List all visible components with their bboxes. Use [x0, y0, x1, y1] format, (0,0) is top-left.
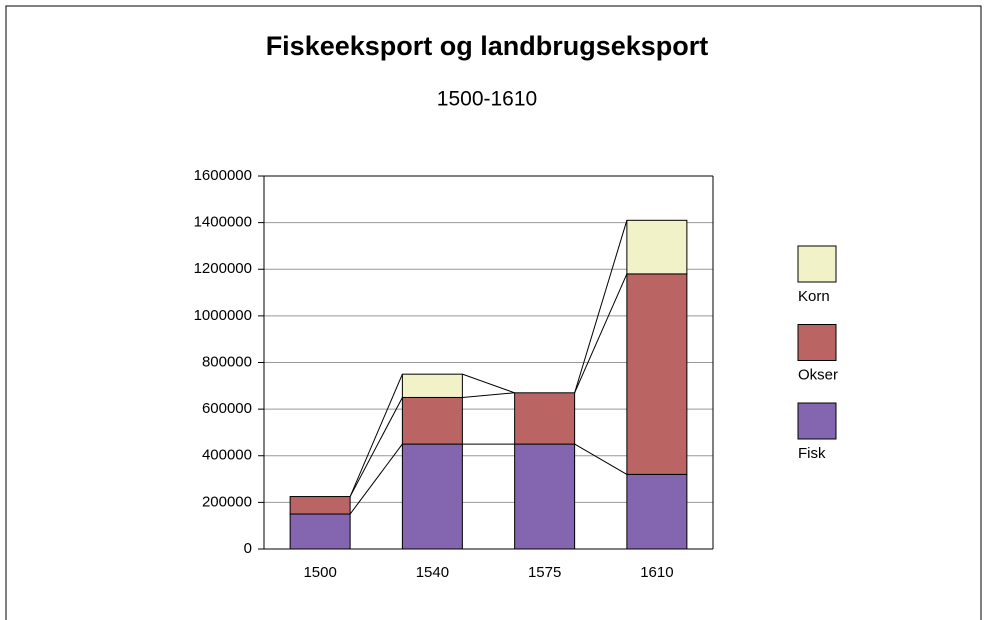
- connector-line: [349, 373, 403, 497]
- connector-line: [349, 397, 403, 497]
- bar-segment: [401, 396, 463, 445]
- bar-segment: [626, 219, 688, 275]
- legend-swatch: [797, 324, 837, 361]
- x-tick-label: 1575: [528, 564, 561, 581]
- connector-line: [349, 443, 403, 515]
- x-tick-label: 1610: [640, 564, 673, 581]
- bar-segment: [401, 373, 463, 398]
- bar-segment: [514, 392, 576, 445]
- y-tick-label: 1000000: [194, 307, 252, 324]
- connector-line: [574, 443, 628, 475]
- bar-segment: [289, 513, 351, 550]
- y-tick-label: 1200000: [194, 260, 252, 277]
- connector-line: [462, 392, 515, 398]
- y-tick-label: 600000: [202, 400, 252, 417]
- bar-segment: [514, 443, 576, 550]
- y-tick-label: 800000: [202, 353, 252, 370]
- y-tick-label: 1600000: [194, 167, 252, 184]
- y-tick-label: 400000: [202, 447, 252, 464]
- bar-segment: [626, 273, 688, 475]
- legend-label: Fisk: [798, 445, 826, 462]
- chart-subtitle: 1500-1610: [437, 88, 537, 111]
- bar-segment: [626, 473, 688, 550]
- legend-swatch: [797, 402, 837, 440]
- frame: [5, 5, 982, 620]
- legend-swatch: [797, 245, 837, 283]
- x-tick-label: 1540: [416, 564, 449, 581]
- y-tick-label: 1400000: [194, 214, 252, 231]
- connector-line: [574, 273, 628, 394]
- connector-line: [462, 373, 515, 394]
- y-tick-label: 0: [244, 540, 252, 557]
- bar-segment: [401, 443, 463, 550]
- bar-segment: [289, 496, 351, 515]
- x-tick-label: 1500: [303, 564, 336, 581]
- connector-line: [574, 220, 628, 393]
- y-tick-label: 200000: [202, 493, 252, 510]
- legend-label: Korn: [798, 288, 830, 305]
- legend-label: Okser: [798, 366, 838, 383]
- chart-title: Fiskeeksport og landbrugseksport: [266, 31, 709, 61]
